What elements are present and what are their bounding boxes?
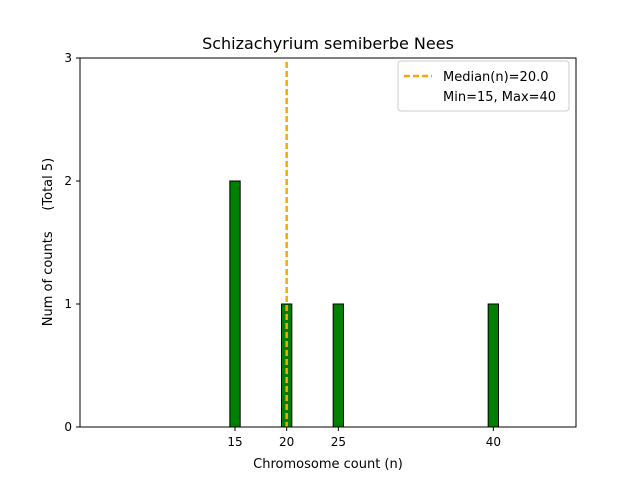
y-tick-label-2: 2 xyxy=(64,174,72,188)
legend-median-label: Median(n)=20.0 xyxy=(443,70,549,85)
legend-frame xyxy=(397,60,570,112)
y-axis-label: Num of counts (Total 5) xyxy=(41,158,56,326)
y-tick-label-0: 0 xyxy=(64,420,72,434)
y-tick-label-1: 1 xyxy=(64,297,72,311)
chart-title: Schizachyrium semiberbe Nees xyxy=(202,34,454,53)
x-tick-label-20: 20 xyxy=(279,435,294,449)
legend: Median(n)=20.0 Min=15, Max=40 xyxy=(397,60,570,112)
x-tick-label-15: 15 xyxy=(227,435,242,449)
plot-area: 15 20 25 40 0 1 2 3 xyxy=(64,51,577,449)
y-tick-label-3: 3 xyxy=(64,51,72,65)
bar-25 xyxy=(332,303,344,428)
x-axis-label: Chromosome count (n) xyxy=(253,457,403,472)
axes-frame xyxy=(79,57,577,428)
bar-40 xyxy=(487,303,499,428)
x-tick-label-40: 40 xyxy=(486,435,501,449)
bar-15 xyxy=(229,180,241,428)
legend-range-label: Min=15, Max=40 xyxy=(443,90,556,105)
x-tick-label-25: 25 xyxy=(331,435,346,449)
